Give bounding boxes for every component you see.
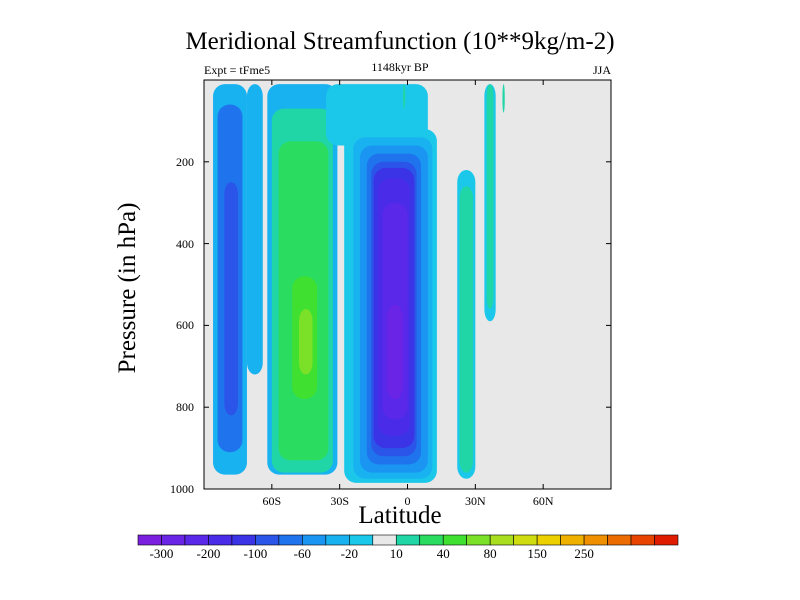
colorbar-swatch-14	[466, 534, 491, 546]
period-label: 1148kyr BP	[371, 60, 429, 74]
colorbar-swatch-18	[560, 534, 585, 546]
y-tick-label-3: 800	[176, 400, 194, 415]
plot-frame	[203, 79, 612, 490]
colorbar-swatch-6	[278, 534, 303, 546]
x-tick-label-3: 30N	[464, 494, 486, 508]
colorbar-swatch-16	[513, 534, 538, 546]
chart-title: Meridional Streamfunction (10**9kg/m-2)	[185, 28, 615, 55]
experiment-label: Expt = tFme5	[204, 63, 271, 77]
colorbar-label-1: -200	[196, 546, 221, 561]
colorbar-swatch-5	[255, 534, 280, 546]
x-axis-label: Latitude	[358, 502, 442, 529]
x-tick-label-1: 30S	[330, 494, 349, 508]
colorbar-swatch-17	[536, 534, 561, 546]
colorbar-label-2: -100	[243, 546, 268, 561]
contour-region-2	[224, 182, 238, 416]
y-tick-label-1: 400	[176, 236, 194, 251]
colorbar-swatch-7	[302, 534, 327, 546]
colorbar-swatch-10	[372, 534, 397, 546]
colorbar-swatch-15	[489, 534, 514, 546]
axis-ticks	[204, 80, 611, 490]
colorbar-swatch-13	[442, 534, 467, 546]
colorbar-swatch-21	[630, 534, 655, 546]
x-tick-label-4: 60N	[532, 494, 554, 508]
colorbar-swatch-9	[349, 534, 374, 546]
colorbar-label-4: -20	[340, 546, 358, 561]
contour-region-18	[387, 304, 403, 400]
colorbar-swatch-1	[161, 534, 186, 546]
y-tick-label-2: 600	[176, 318, 194, 333]
colorbar-label-3: -60	[293, 546, 312, 561]
x-tick-label-0: 60S	[262, 494, 282, 508]
colorbar-label-8: 150	[527, 546, 547, 561]
colorbar-label-9: 250	[574, 546, 594, 561]
contour-region-24	[502, 84, 505, 113]
contour-region-3	[246, 84, 263, 375]
colorbar-label-7: 80	[483, 546, 497, 561]
colorbar-swatch-8	[325, 534, 350, 546]
y-tick-label-4: 1000	[170, 482, 194, 496]
contour-region-23	[486, 84, 494, 310]
season-label: JJA	[592, 63, 611, 77]
contour-region-8	[298, 309, 313, 375]
colorbar-swatch-12	[419, 534, 444, 546]
contour-regions	[213, 84, 505, 483]
colorbar-swatch-20	[607, 534, 632, 546]
colorbar-label-6: 40	[436, 546, 450, 561]
colorbar-swatch-11	[395, 534, 421, 546]
colorbar	[137, 534, 679, 546]
colorbar-label-5: 10	[389, 546, 403, 561]
colorbar-swatch-22	[654, 534, 679, 546]
colorbar-swatch-0	[137, 534, 162, 546]
colorbar-label-0: -300	[149, 546, 174, 561]
contour-region-21	[459, 186, 474, 473]
colorbar-swatch-19	[583, 534, 608, 546]
colorbar-swatch-4	[231, 534, 256, 546]
y-tick-label-0: 200	[176, 154, 194, 169]
colorbar-swatch-3	[208, 534, 233, 546]
contour-region-19	[402, 84, 406, 109]
x-tick-label-2: 0	[404, 494, 411, 508]
colorbar-swatch-2	[184, 534, 209, 546]
